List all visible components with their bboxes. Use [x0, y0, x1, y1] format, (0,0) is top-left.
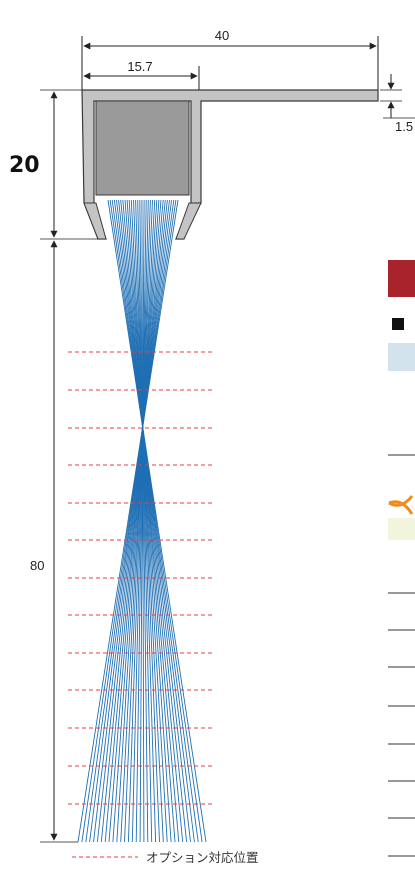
holder-height-value: 20 — [9, 153, 40, 178]
bristle-strand — [81, 199, 177, 843]
bristle-strand — [112, 199, 160, 843]
dimension-flange-thickness: 1.5 — [380, 74, 415, 134]
bristle-strand — [104, 199, 164, 843]
bristle-strand — [96, 199, 168, 843]
brush-holder — [81, 89, 379, 240]
swatch-light-blue — [388, 343, 415, 371]
inner-width-value: 15.7 — [127, 59, 152, 74]
bristle-strand — [124, 199, 153, 843]
swatch-cream — [388, 518, 415, 540]
holder-left-lip — [83, 202, 107, 240]
bristle-strand — [89, 199, 173, 843]
holder-right-lip — [175, 202, 202, 240]
dimension-inner-width: 15.7 — [83, 59, 200, 90]
bristle-strand — [137, 199, 153, 843]
bristle-length-value: 80 — [30, 558, 44, 573]
swatch-black — [392, 318, 404, 330]
bristle-strand — [130, 199, 164, 843]
legend: オプション対応位置 — [72, 850, 259, 865]
bristle-strand — [139, 199, 145, 843]
bristle-strand — [85, 199, 175, 843]
bristle-strand — [120, 199, 156, 843]
dimension-overall-width: 40 — [81, 28, 379, 90]
dimension-holder-height: 20 — [9, 89, 98, 240]
bristle-strand — [111, 199, 199, 843]
bristle-strand — [127, 199, 151, 843]
panel-rules — [388, 592, 415, 857]
bristle-strand — [133, 199, 160, 843]
flange-thickness-value: 1.5 — [395, 119, 413, 134]
bristle-strand — [122, 199, 180, 843]
bristle-strand — [77, 199, 179, 843]
bristle-strand — [108, 199, 162, 843]
bristle-strand — [116, 199, 158, 843]
bristle-strand — [116, 199, 191, 843]
bristle-strand — [139, 199, 149, 843]
swatch-red — [388, 260, 415, 297]
bristle-strand — [93, 199, 170, 843]
bristle-strand — [124, 199, 176, 843]
bristle-fan — [77, 199, 207, 843]
bristle-strand — [135, 199, 147, 843]
option-position-lines — [68, 351, 214, 805]
bristle-strand — [120, 199, 184, 843]
legend-option-position-label: オプション対応位置 — [146, 850, 259, 865]
bristle-strand — [141, 199, 145, 843]
bristle-strand — [109, 199, 203, 843]
bristle-strand — [128, 199, 168, 843]
side-panel — [388, 260, 415, 857]
bristle-strand — [107, 199, 207, 843]
bristle-strand — [126, 199, 172, 843]
bristle-strand — [135, 199, 157, 843]
bristle-strand — [100, 199, 166, 843]
bristle-strand — [113, 199, 195, 843]
overall-width-value: 40 — [215, 28, 229, 43]
cross-icon — [388, 495, 414, 515]
bristle-strand — [118, 199, 188, 843]
holder-core — [95, 100, 190, 196]
dimension-bristle-length: 80 — [30, 240, 78, 843]
bristle-strand — [131, 199, 149, 843]
